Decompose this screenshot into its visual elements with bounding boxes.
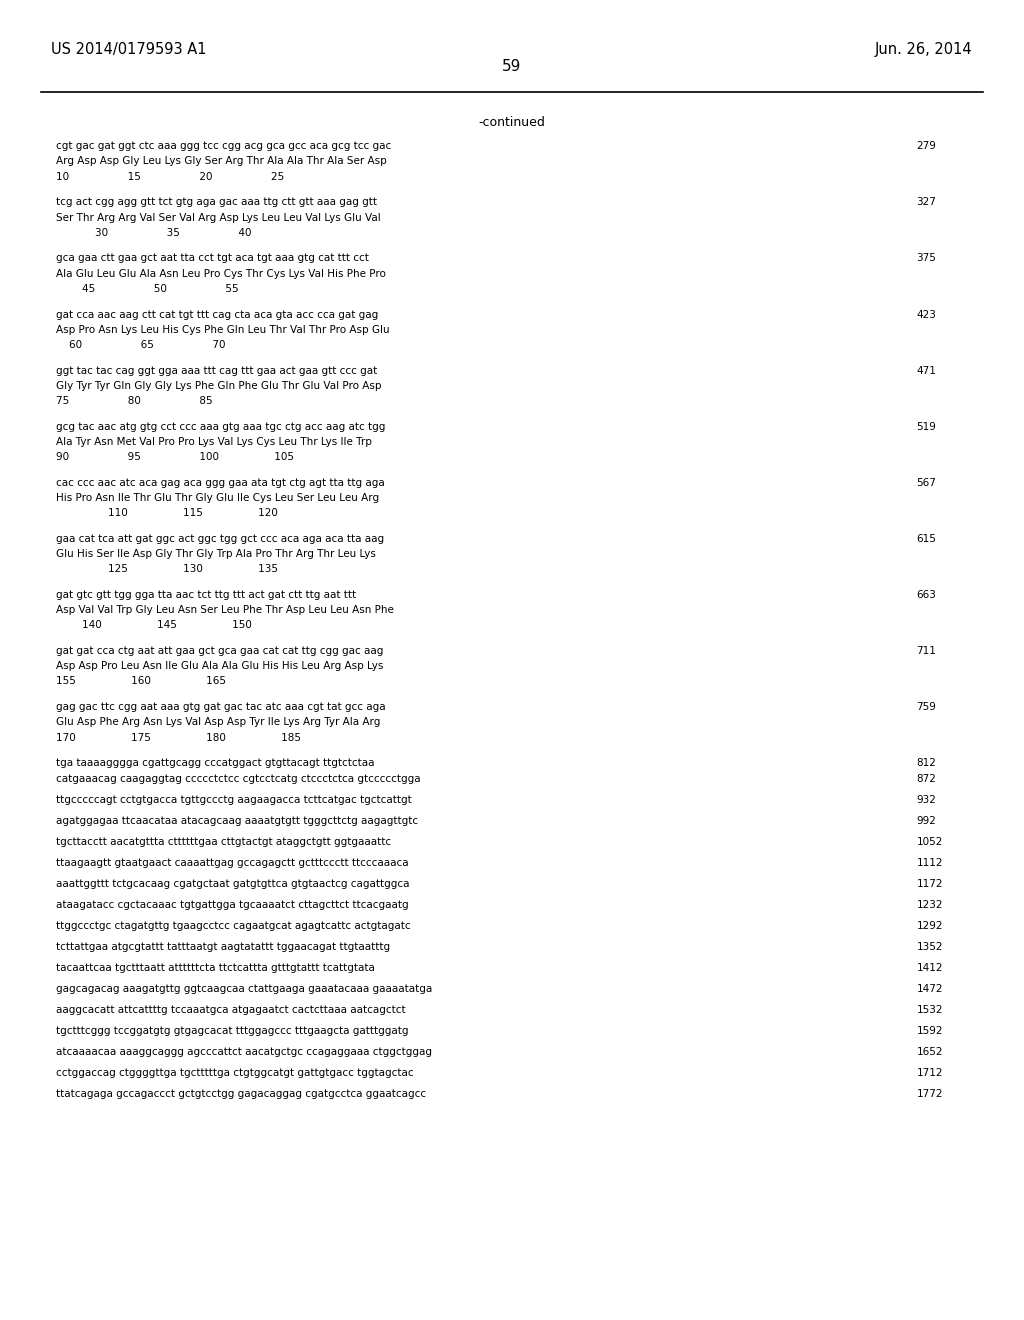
Text: gcg tac aac atg gtg cct ccc aaa gtg aaa tgc ctg acc aag atc tgg: gcg tac aac atg gtg cct ccc aaa gtg aaa …	[56, 421, 386, 432]
Text: 1292: 1292	[916, 921, 943, 931]
Text: tcg act cgg agg gtt tct gtg aga gac aaa ttg ctt gtt aaa gag gtt: tcg act cgg agg gtt tct gtg aga gac aaa …	[56, 197, 377, 207]
Text: atcaaaacaa aaaggcaggg agcccattct aacatgctgc ccagaggaaa ctggctggag: atcaaaacaa aaaggcaggg agcccattct aacatgc…	[56, 1047, 432, 1057]
Text: aaattggttt tctgcacaag cgatgctaat gatgtgttca gtgtaactcg cagattggca: aaattggttt tctgcacaag cgatgctaat gatgtgt…	[56, 879, 410, 890]
Text: gat gat cca ctg aat att gaa gct gca gaa cat cat ttg cgg gac aag: gat gat cca ctg aat att gaa gct gca gaa …	[56, 645, 384, 656]
Text: 1712: 1712	[916, 1068, 943, 1078]
Text: gagcagacag aaagatgttg ggtcaagcaa ctattgaaga gaaatacaaa gaaaatatga: gagcagacag aaagatgttg ggtcaagcaa ctattga…	[56, 985, 432, 994]
Text: 110                 115                 120: 110 115 120	[56, 508, 279, 519]
Text: Asp Val Val Trp Gly Leu Asn Ser Leu Phe Thr Asp Leu Leu Asn Phe: Asp Val Val Trp Gly Leu Asn Ser Leu Phe …	[56, 605, 394, 615]
Text: 567: 567	[916, 478, 936, 488]
Text: gag gac ttc cgg aat aaa gtg gat gac tac atc aaa cgt tat gcc aga: gag gac ttc cgg aat aaa gtg gat gac tac …	[56, 702, 386, 713]
Text: 375: 375	[916, 253, 936, 264]
Text: 663: 663	[916, 590, 936, 601]
Text: His Pro Asn Ile Thr Glu Thr Gly Glu Ile Cys Leu Ser Leu Leu Arg: His Pro Asn Ile Thr Glu Thr Gly Glu Ile …	[56, 492, 380, 503]
Text: tgctttcggg tccggatgtg gtgagcacat tttggagccc tttgaagcta gatttggatg: tgctttcggg tccggatgtg gtgagcacat tttggag…	[56, 1026, 409, 1036]
Text: Arg Asp Asp Gly Leu Lys Gly Ser Arg Thr Ala Ala Thr Ala Ser Asp: Arg Asp Asp Gly Leu Lys Gly Ser Arg Thr …	[56, 156, 387, 166]
Text: agatggagaa ttcaacataa atacagcaag aaaatgtgtt tgggcttctg aagagttgtc: agatggagaa ttcaacataa atacagcaag aaaatgt…	[56, 816, 419, 826]
Text: gat gtc gtt tgg gga tta aac tct ttg ttt act gat ctt ttg aat ttt: gat gtc gtt tgg gga tta aac tct ttg ttt …	[56, 590, 356, 601]
Text: tgcttacctt aacatgttta cttttttgaa cttgtactgt ataggctgtt ggtgaaattc: tgcttacctt aacatgttta cttttttgaa cttgtac…	[56, 837, 391, 847]
Text: 1352: 1352	[916, 942, 943, 952]
Text: 1472: 1472	[916, 985, 943, 994]
Text: gca gaa ctt gaa gct aat tta cct tgt aca tgt aaa gtg cat ttt cct: gca gaa ctt gaa gct aat tta cct tgt aca …	[56, 253, 370, 264]
Text: 125                 130                 135: 125 130 135	[56, 564, 279, 574]
Text: tga taaaagggga cgattgcagg cccatggact gtgttacagt ttgtctctaa: tga taaaagggga cgattgcagg cccatggact gtg…	[56, 758, 375, 768]
Text: catgaaacag caagaggtag ccccctctcc cgtcctcatg ctccctctca gtccccctgga: catgaaacag caagaggtag ccccctctcc cgtcctc…	[56, 774, 421, 784]
Text: 1112: 1112	[916, 858, 943, 869]
Text: Ala Glu Leu Glu Ala Asn Leu Pro Cys Thr Cys Lys Val His Phe Pro: Ala Glu Leu Glu Ala Asn Leu Pro Cys Thr …	[56, 268, 386, 279]
Text: gat cca aac aag ctt cat tgt ttt cag cta aca gta acc cca gat gag: gat cca aac aag ctt cat tgt ttt cag cta …	[56, 309, 379, 319]
Text: Gly Tyr Tyr Gln Gly Gly Lys Phe Gln Phe Glu Thr Glu Val Pro Asp: Gly Tyr Tyr Gln Gly Gly Lys Phe Gln Phe …	[56, 380, 382, 391]
Text: Jun. 26, 2014: Jun. 26, 2014	[876, 42, 973, 57]
Text: cctggaccag ctggggttga tgctttttga ctgtggcatgt gattgtgacc tggtagctac: cctggaccag ctggggttga tgctttttga ctgtggc…	[56, 1068, 414, 1078]
Text: ttgcccccagt cctgtgacca tgttgccctg aagaagacca tcttcatgac tgctcattgt: ttgcccccagt cctgtgacca tgttgccctg aagaag…	[56, 795, 412, 805]
Text: Glu His Ser Ile Asp Gly Thr Gly Trp Ala Pro Thr Arg Thr Leu Lys: Glu His Ser Ile Asp Gly Thr Gly Trp Ala …	[56, 549, 376, 560]
Text: cac ccc aac atc aca gag aca ggg gaa ata tgt ctg agt tta ttg aga: cac ccc aac atc aca gag aca ggg gaa ata …	[56, 478, 385, 488]
Text: 812: 812	[916, 758, 936, 768]
Text: 992: 992	[916, 816, 936, 826]
Text: 1652: 1652	[916, 1047, 943, 1057]
Text: ggt tac tac cag ggt gga aaa ttt cag ttt gaa act gaa gtt ccc gat: ggt tac tac cag ggt gga aaa ttt cag ttt …	[56, 366, 378, 376]
Text: 279: 279	[916, 141, 936, 152]
Text: ataagatacc cgctacaaac tgtgattgga tgcaaaatct cttagcttct ttcacgaatg: ataagatacc cgctacaaac tgtgattgga tgcaaaa…	[56, 900, 409, 909]
Text: 615: 615	[916, 533, 936, 544]
Text: ttaagaagtt gtaatgaact caaaattgag gccagagctt gctttccctt ttcccaaaca: ttaagaagtt gtaatgaact caaaattgag gccagag…	[56, 858, 409, 869]
Text: 1592: 1592	[916, 1026, 943, 1036]
Text: cgt gac gat ggt ctc aaa ggg tcc cgg acg gca gcc aca gcg tcc gac: cgt gac gat ggt ctc aaa ggg tcc cgg acg …	[56, 141, 391, 152]
Text: 711: 711	[916, 645, 936, 656]
Text: 1232: 1232	[916, 900, 943, 909]
Text: aaggcacatt attcattttg tccaaatgca atgagaatct cactcttaaa aatcagctct: aaggcacatt attcattttg tccaaatgca atgagaa…	[56, 1006, 406, 1015]
Text: -continued: -continued	[478, 116, 546, 129]
Text: 90                  95                  100                 105: 90 95 100 105	[56, 451, 294, 462]
Text: 759: 759	[916, 702, 936, 713]
Text: Ala Tyr Asn Met Val Pro Pro Lys Val Lys Cys Leu Thr Lys Ile Trp: Ala Tyr Asn Met Val Pro Pro Lys Val Lys …	[56, 437, 372, 447]
Text: 155                 160                 165: 155 160 165	[56, 676, 226, 686]
Text: 1532: 1532	[916, 1006, 943, 1015]
Text: 471: 471	[916, 366, 936, 376]
Text: gaa cat tca att gat ggc act ggc tgg gct ccc aca aga aca tta aag: gaa cat tca att gat ggc act ggc tgg gct …	[56, 533, 384, 544]
Text: Asp Pro Asn Lys Leu His Cys Phe Gln Leu Thr Val Thr Pro Asp Glu: Asp Pro Asn Lys Leu His Cys Phe Gln Leu …	[56, 325, 390, 335]
Text: 932: 932	[916, 795, 936, 805]
Text: 1772: 1772	[916, 1089, 943, 1100]
Text: 59: 59	[503, 59, 521, 74]
Text: tacaattcaa tgctttaatt attttttcta ttctcattta gtttgtattt tcattgtata: tacaattcaa tgctttaatt attttttcta ttctcat…	[56, 964, 375, 973]
Text: tcttattgaa atgcgtattt tatttaatgt aagtatattt tggaacagat ttgtaatttg: tcttattgaa atgcgtattt tatttaatgt aagtata…	[56, 942, 390, 952]
Text: US 2014/0179593 A1: US 2014/0179593 A1	[51, 42, 207, 57]
Text: Ser Thr Arg Arg Val Ser Val Arg Asp Lys Leu Leu Val Lys Glu Val: Ser Thr Arg Arg Val Ser Val Arg Asp Lys …	[56, 213, 381, 223]
Text: 1412: 1412	[916, 964, 943, 973]
Text: 1172: 1172	[916, 879, 943, 890]
Text: Asp Asp Pro Leu Asn Ile Glu Ala Ala Glu His His Leu Arg Asp Lys: Asp Asp Pro Leu Asn Ile Glu Ala Ala Glu …	[56, 661, 384, 672]
Text: 75                  80                  85: 75 80 85	[56, 396, 213, 407]
Text: 872: 872	[916, 774, 936, 784]
Text: 140                 145                 150: 140 145 150	[56, 620, 252, 631]
Text: Glu Asp Phe Arg Asn Lys Val Asp Asp Tyr Ile Lys Arg Tyr Ala Arg: Glu Asp Phe Arg Asn Lys Val Asp Asp Tyr …	[56, 717, 381, 727]
Text: 10                  15                  20                  25: 10 15 20 25	[56, 172, 285, 182]
Text: ttatcagaga gccagaccct gctgtcctgg gagacaggag cgatgcctca ggaatcagcc: ttatcagaga gccagaccct gctgtcctgg gagacag…	[56, 1089, 426, 1100]
Text: ttggccctgc ctagatgttg tgaagcctcc cagaatgcat agagtcattc actgtagatc: ttggccctgc ctagatgttg tgaagcctcc cagaatg…	[56, 921, 411, 931]
Text: 45                  50                  55: 45 50 55	[56, 284, 239, 294]
Text: 30                  35                  40: 30 35 40	[56, 227, 252, 238]
Text: 519: 519	[916, 421, 936, 432]
Text: 327: 327	[916, 197, 936, 207]
Text: 423: 423	[916, 309, 936, 319]
Text: 1052: 1052	[916, 837, 943, 847]
Text: 170                 175                 180                 185: 170 175 180 185	[56, 733, 301, 743]
Text: 60                  65                  70: 60 65 70	[56, 339, 226, 350]
